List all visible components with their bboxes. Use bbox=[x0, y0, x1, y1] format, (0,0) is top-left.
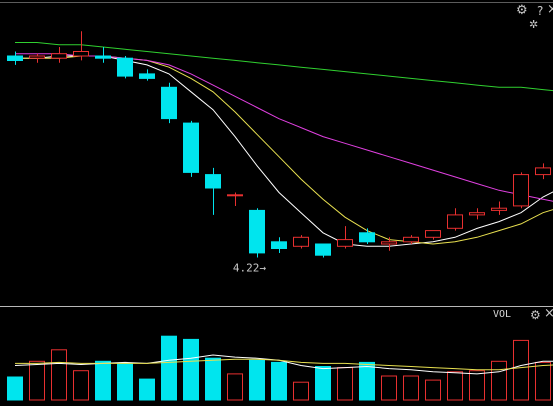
candle-up bbox=[535, 167, 551, 176]
price-ma-long-line bbox=[15, 53, 553, 202]
candle-down bbox=[271, 241, 287, 250]
volume-bar-down bbox=[7, 376, 23, 401]
volume-bar-up bbox=[513, 339, 529, 401]
volume-bar-down bbox=[139, 378, 155, 401]
volume-bar-up bbox=[403, 375, 419, 401]
volume-bar-up bbox=[447, 371, 463, 401]
volume-bar-up bbox=[425, 379, 441, 401]
candle-up bbox=[227, 194, 243, 197]
candle-down bbox=[183, 122, 199, 173]
volume-ma-mid-line bbox=[15, 358, 553, 371]
volume-bar-up bbox=[469, 370, 485, 401]
volume-bar-up bbox=[51, 349, 67, 401]
candle-up bbox=[469, 212, 485, 216]
volume-bar-down bbox=[95, 360, 111, 401]
close-icon[interactable]: × bbox=[547, 2, 553, 17]
candle-down bbox=[249, 209, 265, 254]
candle-up bbox=[29, 55, 45, 59]
volume-bar-down bbox=[117, 362, 133, 401]
vol-gear-icon[interactable]: ⚙ bbox=[530, 308, 541, 322]
volume-bar-down bbox=[315, 366, 331, 401]
candle-down bbox=[315, 243, 331, 256]
volume-bar-down bbox=[205, 357, 221, 401]
volume-bar-down bbox=[271, 361, 287, 401]
candle-up bbox=[381, 241, 397, 245]
volume-bar-down bbox=[183, 338, 199, 401]
candle-down bbox=[161, 86, 177, 120]
settings-star-icon[interactable]: ✲ bbox=[529, 18, 539, 31]
candle-down bbox=[359, 232, 375, 243]
volume-bar-up bbox=[73, 370, 89, 401]
candle-up bbox=[513, 174, 529, 207]
gear-icon[interactable]: ⚙ bbox=[516, 3, 528, 18]
volume-bar-down bbox=[359, 361, 375, 401]
candle-up bbox=[293, 236, 309, 247]
vol-title: VOL bbox=[493, 309, 512, 320]
help-icon[interactable]: ? bbox=[537, 4, 544, 18]
volume-bar-down bbox=[161, 335, 177, 401]
volume-bar-down bbox=[249, 359, 265, 401]
candle-up bbox=[403, 236, 419, 243]
candle-down bbox=[117, 57, 133, 77]
low-price-label: 4.22→ bbox=[233, 262, 266, 275]
volume-bar-up bbox=[535, 361, 551, 401]
volume-bar-up bbox=[29, 360, 45, 401]
candle-up bbox=[73, 51, 89, 57]
candle-up bbox=[337, 239, 353, 247]
volume-bar-up bbox=[293, 381, 309, 401]
candle-down bbox=[95, 55, 111, 59]
vol-close-icon[interactable]: × bbox=[544, 306, 553, 321]
candle-up bbox=[491, 207, 507, 211]
price-ma-longest-line bbox=[15, 42, 553, 92]
volume-bar-up bbox=[227, 373, 243, 401]
candle-up bbox=[51, 53, 67, 59]
candle-up bbox=[447, 214, 463, 229]
candle-down bbox=[7, 55, 23, 61]
candle-down bbox=[139, 73, 155, 79]
volume-bar-up bbox=[381, 375, 397, 401]
volume-bar-up bbox=[337, 367, 353, 401]
candle-down bbox=[205, 174, 221, 189]
candle-up bbox=[425, 230, 441, 238]
volume-bar-up bbox=[491, 360, 507, 401]
